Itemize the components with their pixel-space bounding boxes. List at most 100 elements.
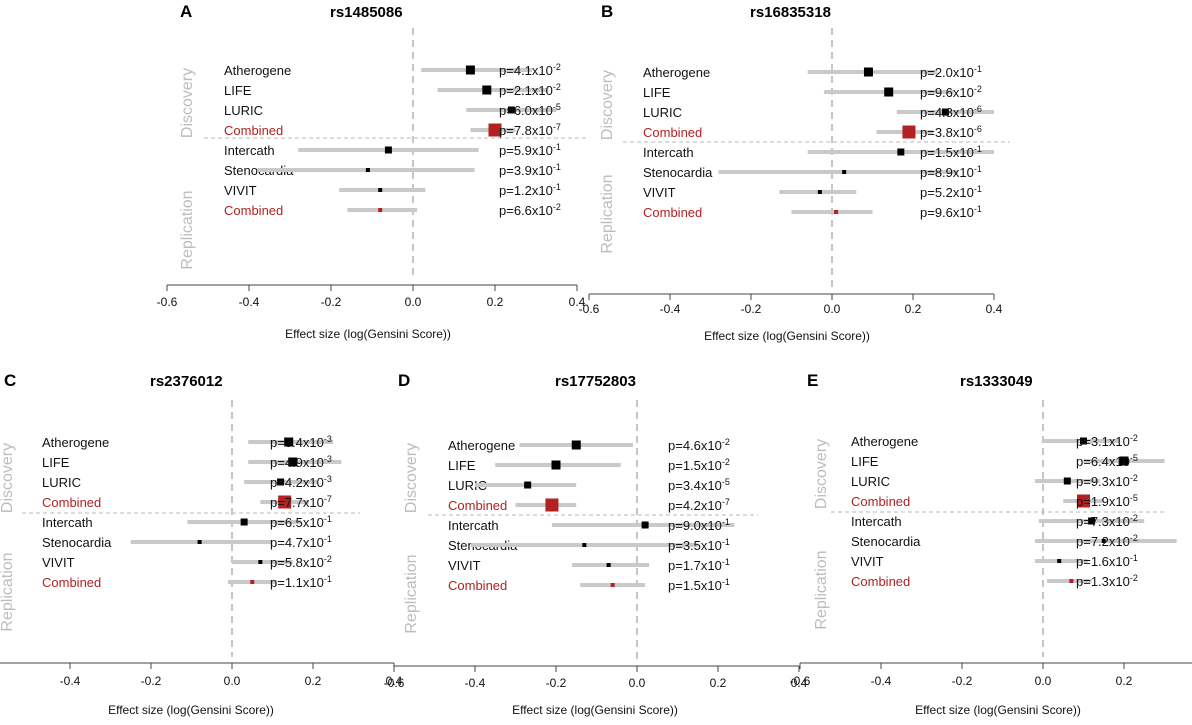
effect-estimate-marker <box>897 148 905 156</box>
p-value-label: p=6.0x10-5 <box>499 102 561 118</box>
effect-estimate-marker <box>288 457 298 467</box>
effect-estimate-marker <box>524 481 532 489</box>
group-label-discovery: Discovery <box>0 443 16 513</box>
effect-estimate-marker <box>1101 539 1106 543</box>
x-tick-label: -0.6 <box>579 302 600 316</box>
effect-estimate-marker <box>863 67 873 77</box>
x-tick-label: 0.0 <box>1035 674 1052 688</box>
study-label: LURIC <box>224 103 263 118</box>
p-value-label: p=2.0x10-1 <box>920 64 982 80</box>
p-value-label: p=2.1x10-2 <box>499 82 561 98</box>
effect-estimate-marker <box>1119 456 1129 466</box>
group-label-discovery: Discovery <box>599 70 616 140</box>
study-label: VIVIT <box>448 558 481 573</box>
p-value-label: p=1.7x10-1 <box>668 557 730 573</box>
effect-estimate-marker <box>378 208 383 212</box>
x-axis-label: Effect size (log(Gensini Score)) <box>512 703 678 717</box>
p-value-label: p=1.9x10-5 <box>1076 493 1138 509</box>
group-label-discovery: Discovery <box>403 443 420 513</box>
x-tick-label: 0.4 <box>569 295 586 309</box>
x-axis-label: Effect size (log(Gensini Score)) <box>704 329 870 343</box>
group-label-replication: Replication <box>179 190 196 269</box>
study-label: LURIC <box>448 478 487 493</box>
p-value-label: p=7.7x10-7 <box>270 494 332 510</box>
effect-estimate-marker <box>482 85 492 95</box>
effect-estimate-marker <box>1088 517 1096 525</box>
p-value-label: p=1.6x10-1 <box>1076 553 1138 569</box>
effect-estimate-marker <box>902 125 916 139</box>
effect-estimate-marker <box>258 560 263 564</box>
effect-estimate-marker <box>551 460 561 470</box>
study-label: LIFE <box>448 458 476 473</box>
effect-estimate-marker <box>250 580 255 584</box>
effect-estimate-marker <box>641 521 649 529</box>
effect-estimate-marker <box>240 518 248 526</box>
study-label: Combined <box>448 498 507 513</box>
x-tick-label: 0.0 <box>629 676 646 690</box>
study-label: Combined <box>448 578 507 593</box>
study-label: Intercath <box>448 518 499 533</box>
x-tick-label: 0.0 <box>824 302 841 316</box>
x-tick-label: 0.4 <box>986 302 1003 316</box>
effect-estimate-marker <box>884 87 894 97</box>
x-tick-label: 0.4 <box>386 674 403 688</box>
study-label: LIFE <box>643 85 671 100</box>
x-axis-label: Effect size (log(Gensini Score)) <box>915 703 1081 717</box>
group-label-replication: Replication <box>599 174 616 253</box>
study-label: LURIC <box>42 475 81 490</box>
study-label: Atherogene <box>643 65 710 80</box>
study-label: Combined <box>42 495 101 510</box>
effect-estimate-marker <box>610 583 615 587</box>
study-label: Atherogene <box>448 438 515 453</box>
x-tick-label: -0.2 <box>741 302 762 316</box>
group-label-replication: Replication <box>403 554 420 633</box>
x-tick-label: -0.4 <box>871 674 892 688</box>
p-value-label: p=1.3x10-2 <box>1076 573 1138 589</box>
x-tick-label: 0.2 <box>1116 674 1133 688</box>
study-label: Atherogene <box>224 63 291 78</box>
x-tick-label: -0.6 <box>384 676 405 690</box>
x-tick-label: -0.4 <box>465 676 486 690</box>
group-label-replication: Replication <box>813 550 830 629</box>
p-value-label: p=6.6x10-2 <box>499 202 561 218</box>
study-label: Stenocardia <box>42 535 112 550</box>
p-value-label: p=4.1x10-2 <box>499 62 561 78</box>
x-tick-label: -0.2 <box>141 674 162 688</box>
x-tick-label: -0.6 <box>157 295 178 309</box>
p-value-label: p=4.2x10-3 <box>270 474 332 490</box>
effect-estimate-marker <box>817 190 822 194</box>
effect-estimate-marker <box>1080 437 1087 445</box>
p-value-label: p=1.5x10-1 <box>668 577 730 593</box>
p-value-label: p=9.6x10-2 <box>920 84 982 100</box>
p-value-label: p=9.6x10-1 <box>920 204 982 220</box>
study-label: Combined <box>224 123 283 138</box>
effect-estimate-marker <box>1077 494 1090 508</box>
panel-title: rs1333049 <box>960 373 1033 390</box>
x-tick-label: -0.4 <box>660 302 681 316</box>
x-axis-label: Effect size (log(Gensini Score)) <box>285 327 451 341</box>
panel-letter: C <box>4 371 16 390</box>
x-tick-label: -0.6 <box>790 674 811 688</box>
study-label: VIVIT <box>851 554 884 569</box>
p-value-label: p=6.4x10-5 <box>1076 453 1138 469</box>
effect-estimate-marker <box>284 437 294 447</box>
study-label: Intercath <box>42 515 93 530</box>
p-value-label: p=3.4x10-5 <box>668 477 730 493</box>
p-value-label: p=4.2x10-7 <box>668 497 730 513</box>
p-value-label: p=8.9x10-1 <box>920 164 982 180</box>
effect-estimate-marker <box>197 540 202 544</box>
study-label: Combined <box>851 574 910 589</box>
effect-estimate-marker <box>278 495 292 509</box>
panel-title: rs16835318 <box>750 4 831 21</box>
p-value-label: p=6.5x10-1 <box>270 514 332 530</box>
p-value-label: p=4.9x10-3 <box>270 454 332 470</box>
panel-title: rs17752803 <box>555 373 636 390</box>
x-tick-label: 0.2 <box>487 295 504 309</box>
p-value-label: p=9.0x10-1 <box>668 517 730 533</box>
study-label: LIFE <box>224 83 252 98</box>
p-value-label: p=4.8x10-6 <box>920 104 982 120</box>
effect-estimate-marker <box>842 170 847 174</box>
